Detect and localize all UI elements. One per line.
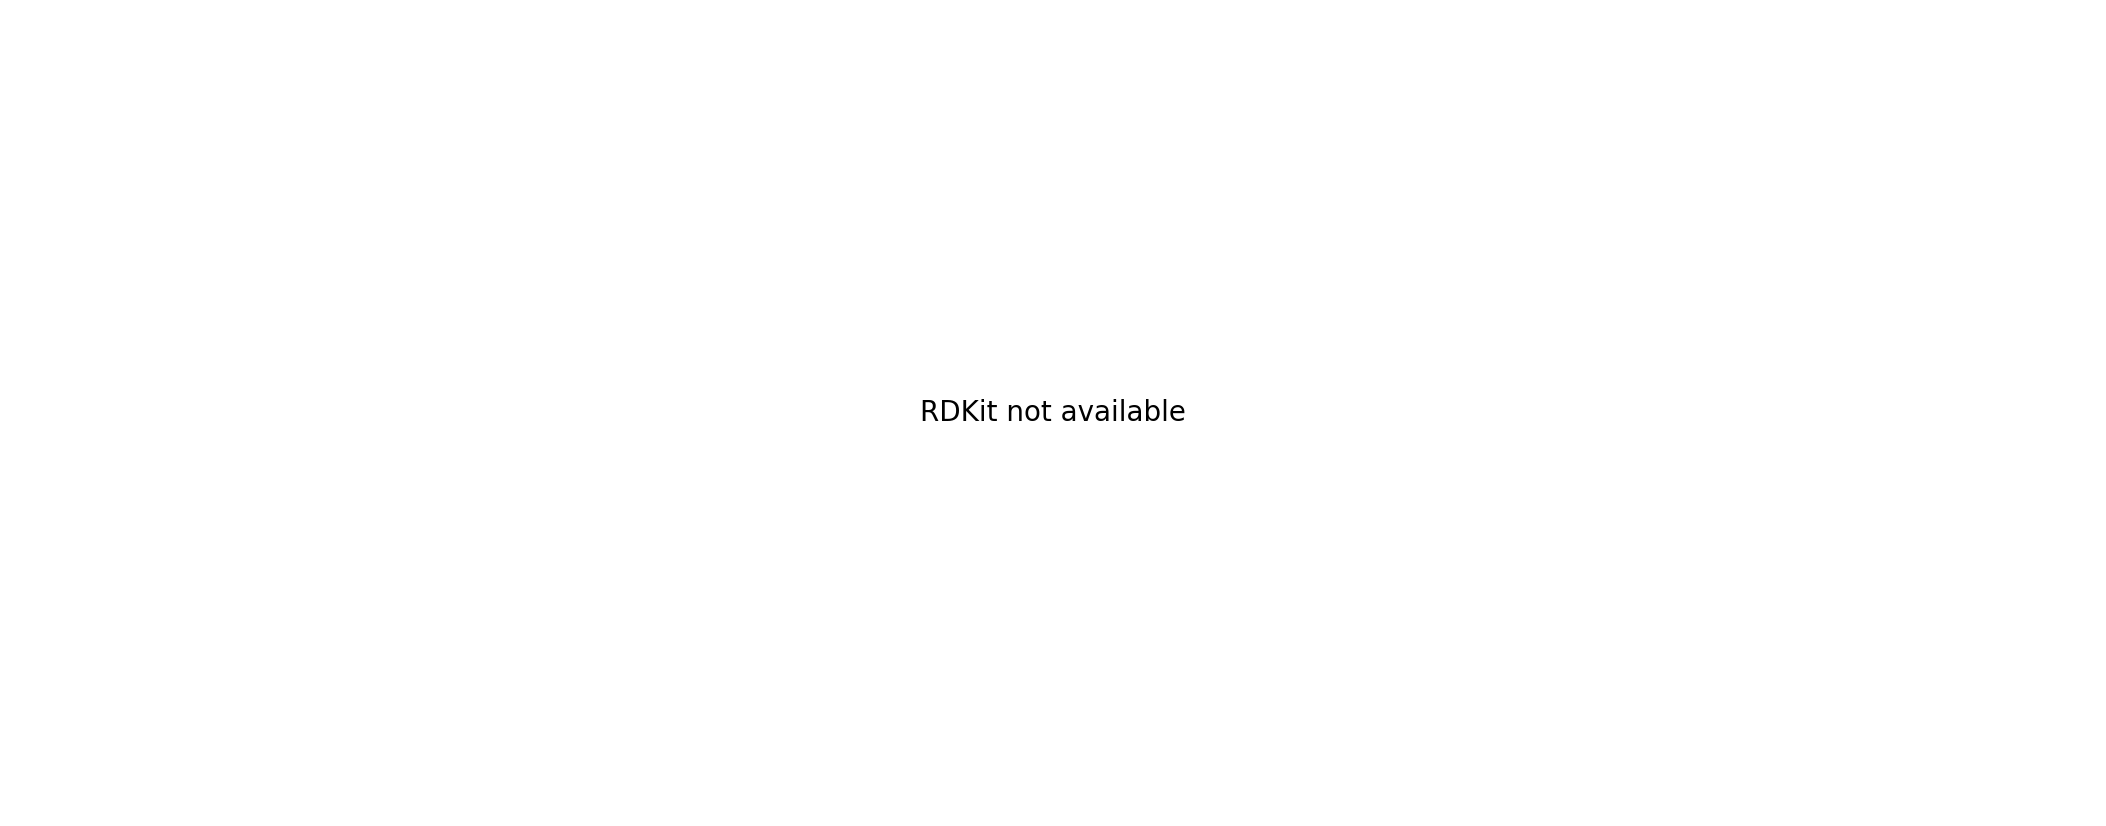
Text: RDKit not available: RDKit not available bbox=[920, 399, 1186, 427]
